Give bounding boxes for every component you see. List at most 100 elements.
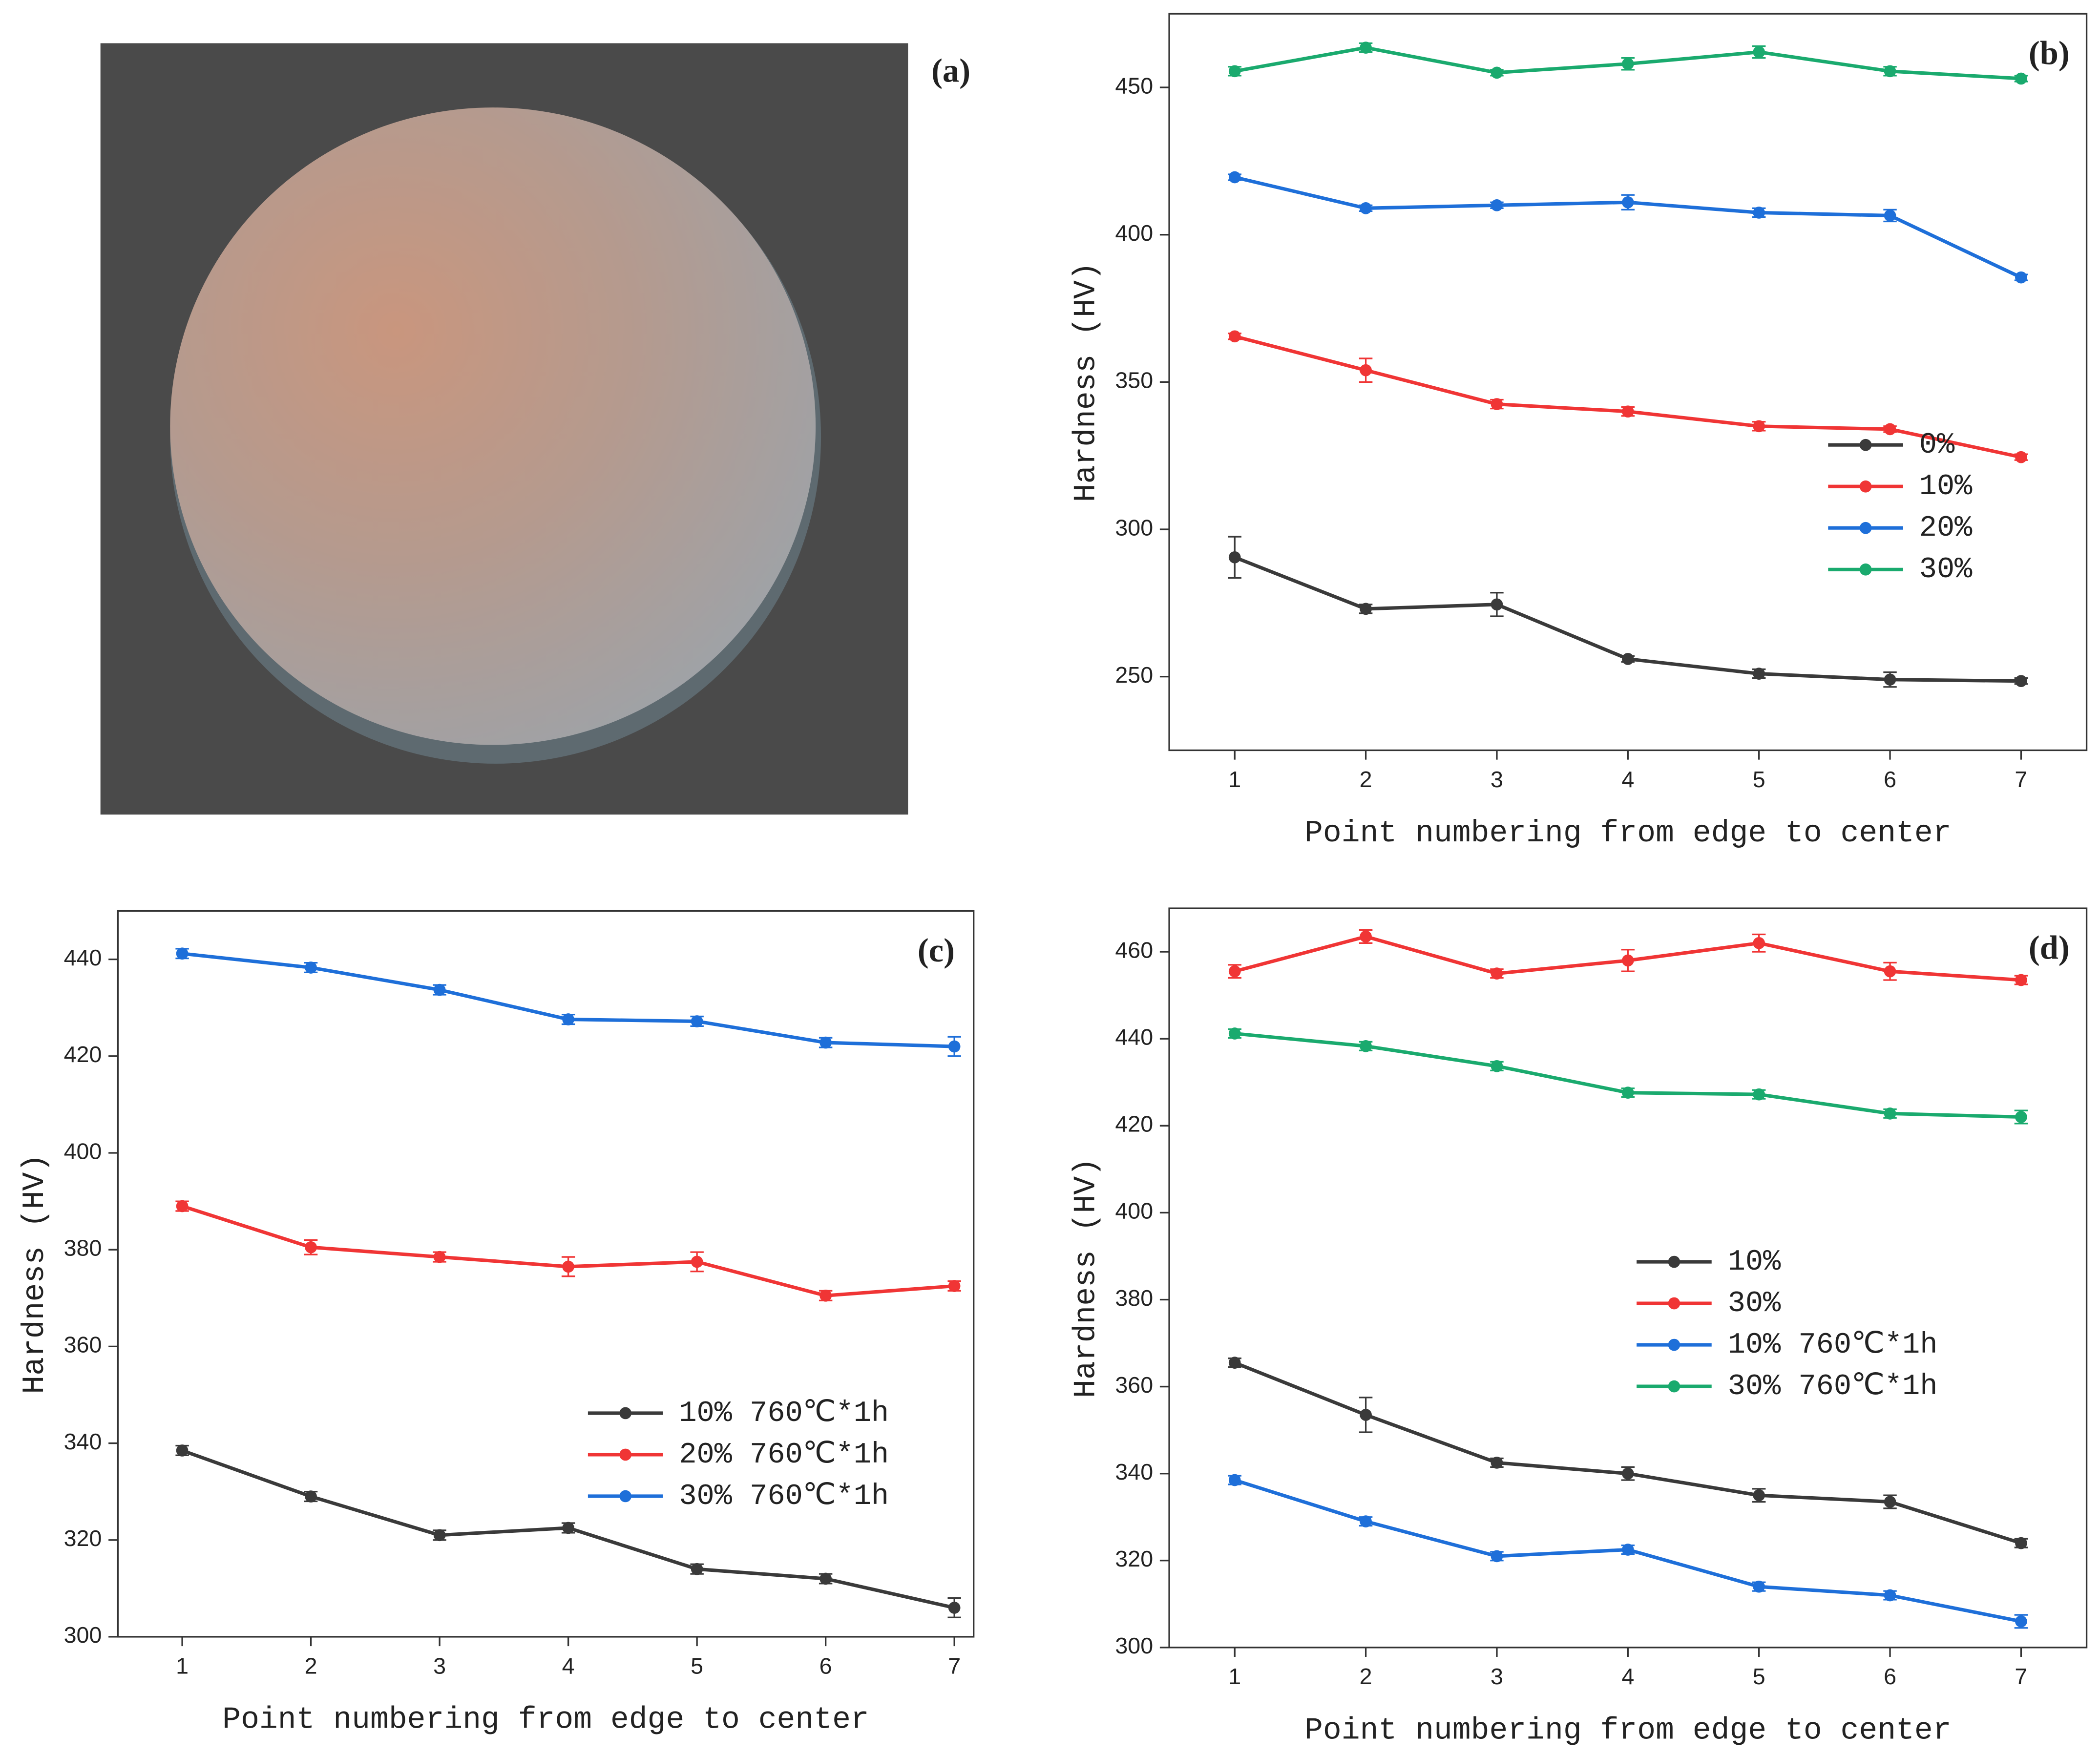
y-tick-label: 300 [1115, 1633, 1153, 1658]
y-tick-label: 320 [64, 1525, 102, 1551]
legend-label: 30% 760℃*1h [1728, 1370, 1938, 1403]
legend-label: 10% 760℃*1h [679, 1397, 889, 1430]
x-tick-label: 2 [305, 1653, 317, 1678]
data-point [1884, 965, 1896, 978]
data-point [176, 1444, 189, 1457]
legend-label: 20% 760℃*1h [679, 1439, 889, 1472]
y-tick-label: 450 [1115, 73, 1153, 98]
legend-marker [619, 1490, 632, 1503]
x-tick-label: 2 [1360, 1664, 1372, 1689]
data-point [1360, 603, 1372, 615]
data-point [1228, 330, 1241, 343]
photo: (a) [100, 43, 970, 815]
x-axis-label: Point numbering from edge to center [1304, 815, 1952, 851]
y-tick-label: 440 [1115, 1024, 1153, 1050]
data-point [2015, 1615, 2027, 1628]
data-point [691, 1015, 703, 1027]
data-point [1360, 1515, 1372, 1527]
data-point [1228, 1357, 1241, 1369]
chart: 250 300 350 400 450 1 2 3 4 5 6 7 Point numbering fr… [1069, 13, 2088, 851]
data-point [433, 1251, 446, 1263]
y-axis-label: Hardness (HV) [1069, 262, 1104, 502]
plot-frame [117, 910, 975, 1638]
legend-label: 0% [1919, 429, 1955, 462]
data-point [1360, 1040, 1372, 1052]
legend-marker [619, 1407, 632, 1420]
data-point [691, 1563, 703, 1575]
data-point [948, 1280, 961, 1292]
x-axis-label: Point numbering from edge to center [222, 1702, 869, 1737]
data-point [2015, 974, 2027, 986]
data-point [819, 1572, 832, 1585]
legend-label: 20% [1919, 512, 1973, 545]
x-tick-label: 1 [1228, 1664, 1241, 1689]
legend-marker [1668, 1338, 1680, 1351]
y-tick-label: 340 [1115, 1459, 1153, 1484]
series-line [1234, 334, 2022, 459]
legend-label: 10% 760℃*1h [1728, 1329, 1938, 1362]
chart: 300 320 340 360 380 400 420 440 1 2 3 4 5 6 7 Point num… [17, 910, 975, 1737]
data-point [176, 1200, 189, 1212]
data-point [2015, 1111, 2027, 1123]
data-point [1491, 199, 1503, 211]
data-point [562, 1013, 574, 1025]
data-point [819, 1289, 832, 1302]
legend-label: 30% [1728, 1287, 1781, 1320]
data-point [176, 947, 189, 960]
y-axis-label: Hardness (HV) [17, 1154, 52, 1394]
data-point [562, 1522, 574, 1534]
legend-label: 30% [1919, 553, 1973, 586]
data-point [1884, 1589, 1896, 1602]
legend-marker [1859, 522, 1872, 534]
data-point [1753, 937, 1765, 949]
y-tick-label: 420 [1115, 1111, 1153, 1137]
data-point [1884, 1496, 1896, 1508]
data-point [1491, 1550, 1503, 1563]
y-tick-label: 300 [64, 1622, 102, 1648]
data-point [1753, 1489, 1765, 1502]
plot-frame [1168, 13, 2088, 752]
y-tick-label: 380 [1115, 1285, 1153, 1311]
y-tick-label: 360 [1115, 1372, 1153, 1398]
series-line [181, 1204, 955, 1297]
data-point [691, 1255, 703, 1268]
panel-label: (c) [918, 932, 955, 969]
series-line [1234, 175, 2022, 279]
data-point [1753, 46, 1765, 58]
y-axis-label: Hardness (HV) [1069, 1158, 1104, 1398]
data-point [1491, 398, 1503, 410]
panel-label: (a) [931, 52, 970, 89]
data-point [1621, 196, 1634, 209]
x-tick-label: 1 [1228, 767, 1241, 792]
x-tick-label: 4 [1621, 767, 1634, 792]
data-point [1228, 1474, 1241, 1486]
panel-label: (b) [2029, 35, 2070, 72]
x-tick-label: 6 [819, 1653, 832, 1678]
legend-marker [1668, 1380, 1680, 1393]
x-tick-label: 3 [1491, 1664, 1503, 1689]
y-tick-label: 350 [1115, 368, 1153, 393]
series-line [1234, 1031, 2021, 1119]
data-point [1491, 66, 1503, 79]
panel-label: (d) [2029, 929, 2070, 966]
data-point [1753, 420, 1765, 433]
x-tick-label: 3 [433, 1653, 446, 1678]
y-tick-label: 440 [64, 945, 102, 970]
x-tick-label: 7 [2015, 1664, 2027, 1689]
y-tick-label: 380 [64, 1235, 102, 1261]
data-point [1491, 1457, 1503, 1469]
data-point [1228, 65, 1241, 78]
data-point [1491, 1060, 1503, 1072]
data-point [1360, 364, 1372, 376]
data-point [1491, 967, 1503, 980]
data-point [1621, 1467, 1634, 1480]
y-tick-label: 360 [64, 1332, 102, 1358]
x-tick-label: 5 [1753, 767, 1765, 792]
data-point [1884, 423, 1896, 436]
data-point [2015, 675, 2027, 688]
y-tick-label: 250 [1115, 662, 1153, 688]
data-point [948, 1040, 961, 1053]
legend-label: 10% [1919, 470, 1973, 503]
